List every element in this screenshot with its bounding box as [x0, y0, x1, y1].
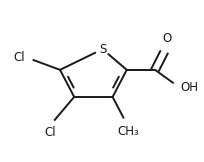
Text: OH: OH: [180, 81, 197, 94]
Text: O: O: [162, 32, 171, 45]
Text: Cl: Cl: [44, 126, 55, 139]
Text: Cl: Cl: [13, 51, 24, 64]
Text: CH₃: CH₃: [117, 125, 139, 138]
Text: S: S: [98, 43, 106, 56]
